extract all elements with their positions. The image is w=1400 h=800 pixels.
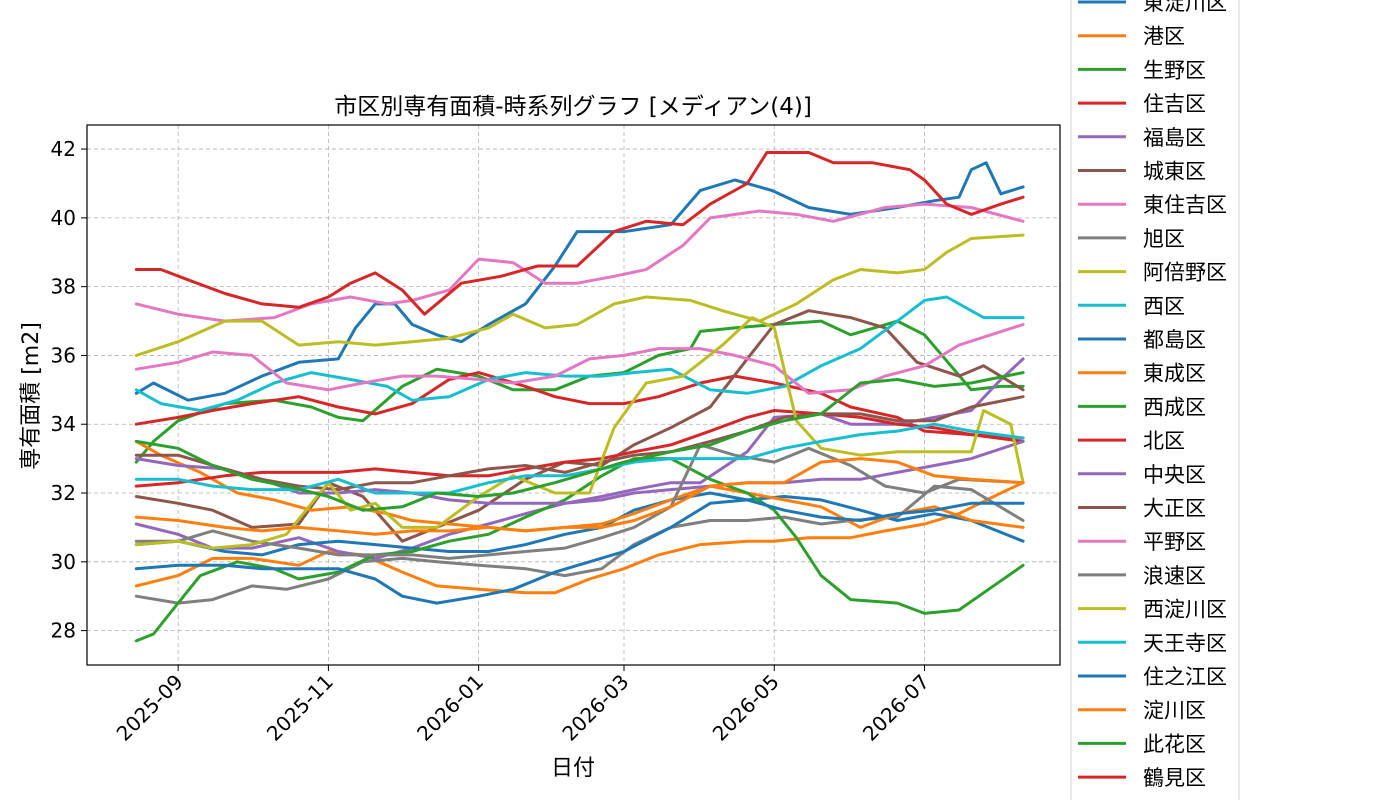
legend-label: 住吉区: [1143, 92, 1206, 116]
x-tick-label: 2026-05: [708, 670, 784, 746]
legend-entry: 東成区: [1078, 362, 1206, 386]
legend-entry: 平野区: [1078, 530, 1206, 554]
legend-entry: 都島区: [1078, 328, 1206, 352]
series-line: [134, 316, 1025, 550]
legend-entry: 阿倍野区: [1078, 261, 1227, 285]
legend-label: 阿倍野区: [1143, 261, 1227, 285]
series-line: [134, 395, 1025, 492]
legend-label: 東成区: [1143, 362, 1206, 386]
legend-label: 城東区: [1143, 160, 1206, 184]
y-tick-label: 42: [51, 137, 76, 161]
legend-entry: 旭区: [1078, 227, 1185, 251]
series-line: [134, 371, 1025, 512]
legend: 東淀川区港区生野区住吉区福島区城東区東住吉区旭区阿倍野区西区都島区東成区西成区北…: [1070, 0, 1240, 800]
legend-entry: 淀川区: [1078, 699, 1206, 723]
legend-entry: 城東区: [1078, 160, 1206, 184]
legend-label: 都島区: [1143, 328, 1206, 352]
plot-frame: [86, 124, 1061, 666]
legend-label: 生野区: [1143, 58, 1206, 82]
legend-label: 天王寺区: [1143, 631, 1227, 655]
y-tick-label: 34: [51, 412, 76, 436]
y-tick-label: 36: [51, 343, 76, 367]
legend-entry: 天王寺区: [1078, 631, 1227, 655]
series-line: [134, 498, 1025, 605]
x-tick-label: 2026-07: [858, 670, 934, 746]
series-line: [134, 409, 1025, 488]
legend-entry: 西成区: [1078, 395, 1206, 419]
x-tick-label: 2026-01: [412, 670, 488, 746]
legend-label: 港区: [1143, 25, 1185, 49]
legend-label: 西成区: [1143, 395, 1206, 419]
y-tick-label: 30: [51, 550, 76, 574]
legend-label: 平野区: [1143, 530, 1206, 554]
legend-label: 西区: [1143, 294, 1185, 318]
y-tick-label: 40: [51, 206, 76, 230]
legend-label: 東住吉区: [1143, 193, 1227, 217]
legend-entry: 生野区: [1078, 58, 1206, 82]
legend-entry: 福島区: [1078, 126, 1206, 150]
legend-label: 住之江区: [1143, 665, 1227, 689]
y-tick-label: 28: [51, 619, 76, 643]
legend-entry: 西淀川区: [1078, 598, 1227, 622]
legend-entry: 鶴見区: [1078, 766, 1206, 790]
series-line: [134, 233, 1025, 357]
legend-entry: 此花区: [1078, 732, 1206, 756]
series-lines: [134, 151, 1025, 643]
legend-label: 中央区: [1143, 463, 1206, 487]
series-line: [134, 443, 1025, 560]
series-line: [134, 295, 1025, 412]
legend-label: 大正区: [1143, 497, 1206, 521]
legend-label: 浪速区: [1143, 564, 1206, 588]
legend-entry: 住之江区: [1078, 665, 1227, 689]
legend-label: 東淀川区: [1143, 0, 1227, 15]
x-tick-label: 2025-11: [262, 670, 338, 746]
x-tick-label: 2025-09: [112, 670, 188, 746]
legend-label: 淀川区: [1143, 699, 1206, 723]
legend-entry: 中央区: [1078, 463, 1206, 487]
legend-label: 鶴見区: [1143, 766, 1206, 790]
legend-label: 福島区: [1143, 126, 1206, 150]
legend-entry: 住吉区: [1078, 92, 1206, 116]
legend-entry: 大正区: [1078, 497, 1206, 521]
legend-entry: 東住吉区: [1078, 193, 1227, 217]
series-line: [134, 457, 1025, 643]
series-line: [134, 457, 1025, 536]
legend-entry: 西区: [1078, 294, 1185, 318]
y-tick-label: 38: [51, 275, 76, 299]
y-axis-label: 専有面積 [m2]: [19, 322, 44, 470]
series-line: [134, 319, 1025, 464]
series-line: [134, 309, 1025, 543]
legend-label: 此花区: [1143, 732, 1206, 756]
legend-label: 西淀川区: [1143, 598, 1227, 622]
legend-entry: 東淀川区: [1078, 0, 1227, 15]
series-line: [134, 151, 1025, 316]
y-tick-label: 32: [51, 481, 76, 505]
legend-label: 旭区: [1143, 227, 1185, 251]
legend-entry: 港区: [1078, 25, 1185, 49]
series-line: [134, 371, 1025, 440]
legend-label: 北区: [1143, 429, 1185, 453]
legend-entry: 北区: [1078, 429, 1185, 453]
chart-title: 市区別専有面積-時系列グラフ [メディアン(4)]: [334, 94, 812, 120]
series-line: [134, 422, 1025, 495]
x-axis-label: 日付: [551, 756, 595, 781]
axis-ticks: 28 30 32 34 36 38 40 42 2025-09 2025-11 2026-01 202…: [51, 137, 935, 746]
series-line: [134, 481, 1025, 595]
legend-frame: [1070, 0, 1240, 800]
legend-entry: 浪速区: [1078, 564, 1206, 588]
x-tick-label: 2026-03: [557, 670, 633, 746]
